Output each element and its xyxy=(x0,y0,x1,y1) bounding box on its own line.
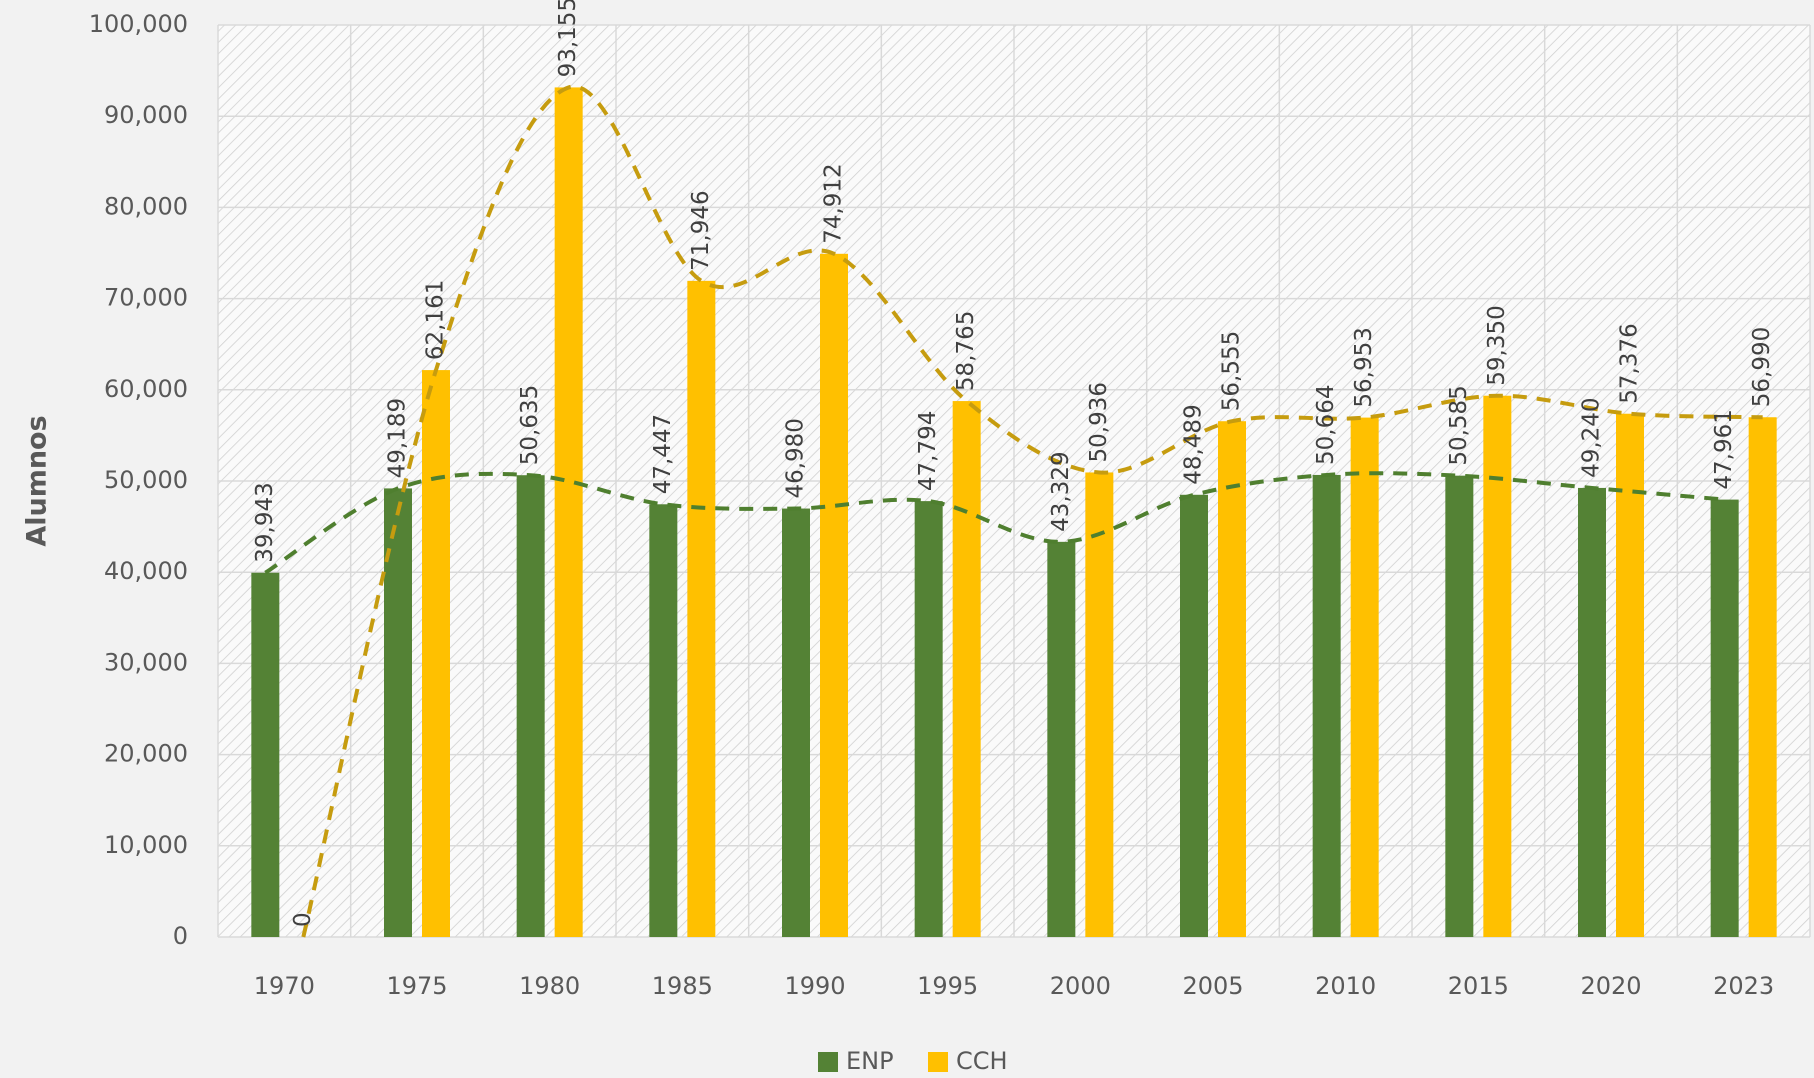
x-tick-label: 1975 xyxy=(386,972,447,1000)
bar xyxy=(1710,499,1739,937)
y-tick-label: 40,000 xyxy=(104,557,188,585)
data-label: 39,943 xyxy=(252,482,278,562)
trend-line xyxy=(301,84,1763,938)
bar xyxy=(914,501,943,937)
bar xyxy=(516,475,545,937)
data-label: 59,350 xyxy=(1484,305,1510,385)
data-label: 74,912 xyxy=(821,163,847,243)
y-tick-label: 100,000 xyxy=(89,10,188,38)
data-label: 50,664 xyxy=(1313,384,1339,464)
bar xyxy=(554,87,583,938)
bar xyxy=(1748,417,1777,937)
data-label: 56,953 xyxy=(1351,327,1377,407)
x-tick-label: 2000 xyxy=(1050,972,1111,1000)
data-label: 49,240 xyxy=(1579,397,1605,477)
data-label: 58,765 xyxy=(953,311,979,391)
x-tick-label: 1985 xyxy=(652,972,713,1000)
bar xyxy=(1085,472,1114,937)
bar xyxy=(1578,487,1606,937)
data-label: 0 xyxy=(290,912,316,927)
data-label: 47,961 xyxy=(1711,409,1737,489)
y-axis-label: Alumnos xyxy=(22,415,53,546)
bar xyxy=(1312,474,1341,937)
data-label: 93,155 xyxy=(555,0,581,77)
data-label: 43,329 xyxy=(1048,451,1074,531)
x-tick-label: 1995 xyxy=(917,972,978,1000)
legend-label: CCH xyxy=(956,1047,1008,1075)
bar xyxy=(687,280,716,937)
data-label: 56,555 xyxy=(1219,331,1245,411)
data-label: 47,794 xyxy=(915,411,941,491)
x-tick-label: 1980 xyxy=(519,972,580,1000)
y-tick-label: 30,000 xyxy=(104,648,188,676)
y-tick-label: 80,000 xyxy=(104,192,188,220)
y-tick-label: 20,000 xyxy=(104,740,188,768)
x-tick-label: 2015 xyxy=(1448,972,1509,1000)
y-tick-label: 10,000 xyxy=(104,831,188,859)
x-tick-label: 2005 xyxy=(1182,972,1243,1000)
bar xyxy=(1616,413,1644,938)
legend-swatch xyxy=(818,1052,838,1072)
y-tick-label: 70,000 xyxy=(104,284,188,312)
y-tick-label: 0 xyxy=(173,922,188,950)
x-tick-label: 2023 xyxy=(1713,972,1774,1000)
data-label: 50,585 xyxy=(1446,385,1472,465)
bar xyxy=(422,370,450,937)
data-label: 50,936 xyxy=(1086,382,1112,462)
bar xyxy=(820,253,848,938)
data-label: 71,946 xyxy=(688,190,714,270)
data-label: 48,489 xyxy=(1181,404,1207,484)
bar xyxy=(384,488,412,937)
y-tick-label: 60,000 xyxy=(104,375,188,403)
bar xyxy=(1483,395,1512,937)
bar xyxy=(952,401,981,937)
x-tick-label: 2010 xyxy=(1315,972,1376,1000)
bar xyxy=(782,508,810,937)
x-tick-label: 2020 xyxy=(1580,972,1641,1000)
x-tick-label: 1990 xyxy=(784,972,845,1000)
y-tick-label: 90,000 xyxy=(104,101,188,129)
data-label: 56,990 xyxy=(1749,327,1775,407)
bar xyxy=(649,504,678,937)
data-label: 57,376 xyxy=(1617,323,1643,403)
bar xyxy=(251,572,280,937)
x-tick-label: 1970 xyxy=(254,972,315,1000)
data-label: 47,447 xyxy=(650,414,676,494)
trend-line xyxy=(264,471,1725,575)
bar xyxy=(1445,475,1474,937)
bar xyxy=(1180,494,1208,937)
legend-label: ENP xyxy=(846,1047,894,1075)
data-label: 49,189 xyxy=(385,398,411,478)
bar xyxy=(1218,421,1246,938)
y-tick-label: 50,000 xyxy=(104,466,188,494)
data-label: 62,161 xyxy=(423,280,449,360)
data-label: 46,980 xyxy=(783,418,809,498)
bar xyxy=(1047,541,1076,937)
legend-swatch xyxy=(928,1052,948,1072)
bar xyxy=(1350,417,1379,938)
data-label: 50,635 xyxy=(517,385,543,465)
